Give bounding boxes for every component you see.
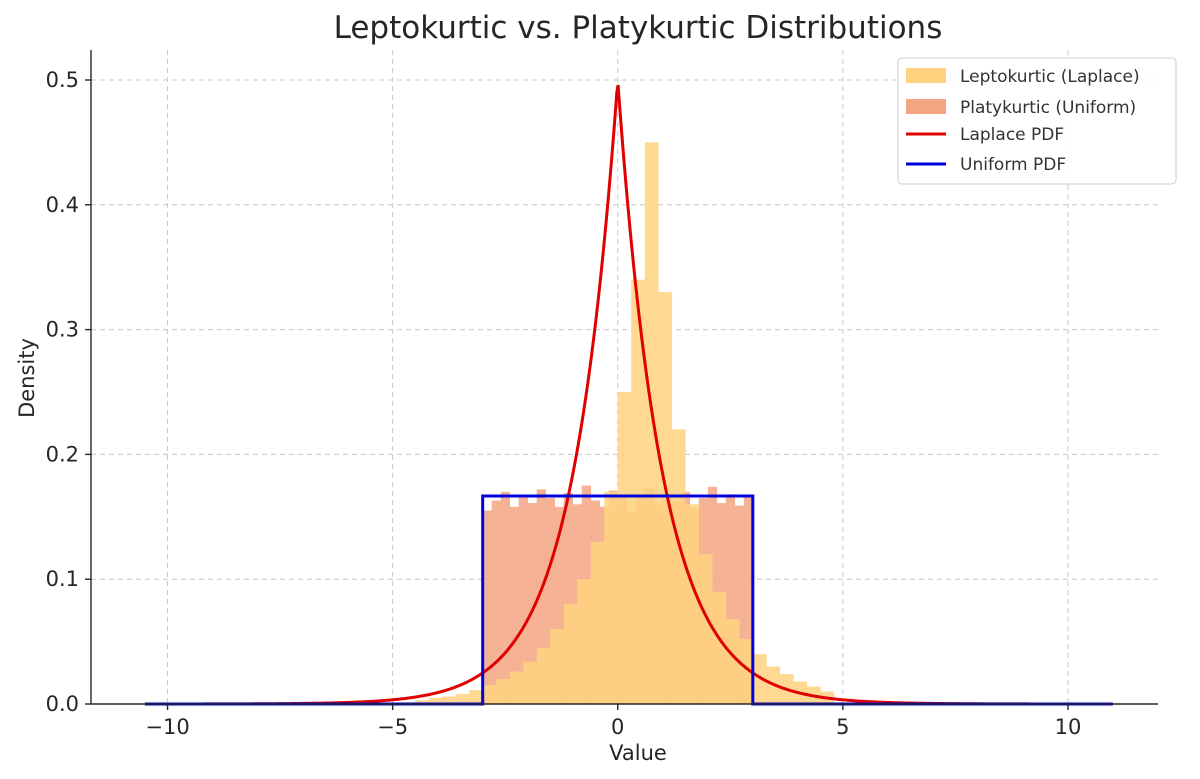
uniform-hist-bar bbox=[563, 493, 574, 704]
y-tick-label: 0.1 bbox=[46, 567, 79, 591]
laplace-hist-bar bbox=[482, 685, 497, 704]
laplace-histogram bbox=[415, 142, 835, 704]
laplace-hist-bar bbox=[671, 429, 686, 704]
uniform-hist-bar bbox=[743, 496, 754, 704]
laplace-hist-bar bbox=[415, 700, 429, 704]
legend-swatch-uniform bbox=[906, 99, 946, 114]
legend: Leptokurtic (Laplace) Platykurtic (Unifo… bbox=[897, 57, 1177, 185]
uniform-hist-bar bbox=[509, 506, 520, 704]
uniform-hist-bar bbox=[518, 496, 529, 704]
laplace-hist-bar bbox=[523, 661, 538, 704]
uniform-hist-bar bbox=[536, 489, 547, 704]
laplace-hist-bar bbox=[536, 647, 551, 704]
legend-label-uniform: Platykurtic (Uniform) bbox=[960, 98, 1136, 118]
laplace-hist-bar bbox=[496, 679, 510, 704]
legend-label-laplace: Leptokurtic (Laplace) bbox=[960, 67, 1140, 87]
legend-box bbox=[897, 57, 1177, 185]
laplace-hist-bar bbox=[577, 579, 592, 704]
laplace-hist-bar bbox=[590, 541, 605, 704]
uniform-hist-bar bbox=[527, 503, 538, 704]
laplace-hist-bar bbox=[698, 554, 713, 704]
uniform-hist-bar bbox=[554, 506, 565, 704]
laplace-hist-bar bbox=[563, 604, 578, 704]
laplace-hist-bar bbox=[617, 392, 632, 704]
legend-swatch-laplace bbox=[906, 68, 946, 83]
laplace-hist-bar bbox=[658, 292, 673, 704]
chart-title: Leptokurtic vs. Platykurtic Distribution… bbox=[334, 10, 943, 46]
y-ticks: 0.0 0.1 0.2 0.3 0.4 0.5 bbox=[46, 68, 91, 716]
laplace-hist-bar bbox=[712, 591, 727, 704]
uniform-hist-bar bbox=[545, 498, 556, 704]
laplace-hist-bar bbox=[442, 696, 456, 704]
y-axis-label: Density bbox=[15, 338, 39, 418]
x-tick-label: −10 bbox=[145, 715, 189, 739]
x-tick-label: 10 bbox=[1055, 715, 1082, 739]
x-ticks: −10 −5 0 5 10 bbox=[145, 704, 1081, 739]
y-tick-label: 0.5 bbox=[46, 68, 79, 92]
uniform-hist-bar bbox=[725, 494, 736, 704]
laplace-hist-bar bbox=[725, 619, 740, 704]
uniform-hist-bar bbox=[500, 491, 510, 704]
x-tick-label: 0 bbox=[611, 715, 624, 739]
legend-label-uniform-pdf: Uniform PDF bbox=[960, 155, 1066, 175]
laplace-hist-bar bbox=[631, 279, 646, 704]
y-tick-label: 0.4 bbox=[46, 193, 79, 217]
x-axis-label: Value bbox=[609, 741, 667, 765]
laplace-hist-bar bbox=[685, 504, 700, 704]
axes bbox=[90, 50, 1158, 705]
y-tick-label: 0.2 bbox=[46, 442, 79, 466]
laplace-hist-bar bbox=[604, 491, 619, 704]
laplace-hist-bar bbox=[428, 697, 443, 704]
uniform-hist-bar bbox=[482, 510, 492, 704]
laplace-hist-bar bbox=[455, 694, 470, 704]
uniform-hist-bar bbox=[734, 505, 745, 704]
laplace-hist-bar bbox=[469, 690, 483, 704]
laplace-hist-bar bbox=[644, 142, 659, 704]
x-tick-label: 5 bbox=[836, 715, 849, 739]
y-tick-label: 0.3 bbox=[46, 318, 79, 342]
legend-label-laplace-pdf: Laplace PDF bbox=[960, 125, 1064, 145]
uniform-hist-bar bbox=[491, 500, 501, 704]
laplace-hist-bar bbox=[739, 639, 754, 704]
x-tick-label: −5 bbox=[377, 715, 408, 739]
laplace-hist-bar bbox=[509, 671, 524, 704]
laplace-hist-bar bbox=[550, 629, 565, 704]
y-tick-label: 0.0 bbox=[46, 692, 79, 716]
